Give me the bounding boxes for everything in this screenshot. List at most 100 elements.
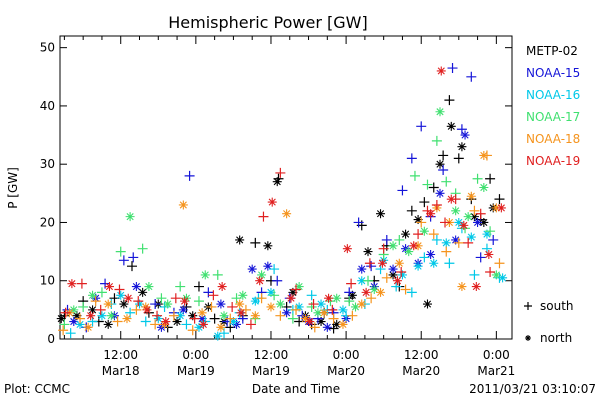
- data-point-north: [161, 317, 171, 327]
- data-point-south: [444, 95, 455, 106]
- data-point-north: [332, 319, 342, 329]
- data-point-north: [116, 290, 126, 300]
- data-point-south: [431, 199, 442, 210]
- legend-south-marker: [524, 302, 532, 310]
- data-point-north: [69, 305, 79, 315]
- data-point-north: [178, 305, 188, 315]
- data-point-north: [250, 311, 260, 321]
- data-point-north: [219, 311, 229, 321]
- data-point-north: [138, 287, 148, 297]
- data-point-north: [181, 293, 191, 303]
- data-point-north: [294, 302, 304, 312]
- data-point-south: [344, 296, 355, 307]
- data-point-south: [327, 304, 338, 315]
- data-point-south: [485, 173, 496, 184]
- data-point-south: [60, 307, 71, 318]
- data-point-north: [266, 287, 276, 297]
- data-point-north: [392, 276, 402, 286]
- y-tick-label: 20: [40, 215, 55, 229]
- data-point-south: [406, 287, 417, 298]
- data-point-south: [308, 299, 319, 310]
- data-point-south: [65, 328, 76, 339]
- data-point-south: [463, 237, 474, 248]
- data-point-south: [381, 272, 392, 283]
- data-point-south: [419, 252, 430, 263]
- footer-timestamp: 2011/03/21 03:10:07: [469, 382, 596, 396]
- data-point-north: [484, 250, 494, 260]
- data-point-north: [316, 299, 326, 309]
- data-point-north: [376, 209, 386, 219]
- data-point-south: [366, 293, 377, 304]
- data-point-south: [203, 287, 214, 298]
- data-point-north: [178, 200, 188, 210]
- data-point-south: [170, 293, 181, 304]
- data-point-south: [287, 313, 298, 324]
- data-point-north: [122, 314, 132, 324]
- data-point-south: [406, 205, 417, 216]
- x-tick-date-label: Mar19: [252, 364, 290, 378]
- data-point-south: [75, 313, 86, 324]
- data-point-north: [451, 235, 461, 245]
- data-point-south: [469, 269, 480, 280]
- legend-entry: NOAA-18: [526, 132, 580, 146]
- data-point-north: [103, 299, 113, 309]
- data-point-north: [324, 293, 334, 303]
- data-point-north: [435, 107, 445, 117]
- data-point-south: [428, 229, 439, 240]
- data-point-north: [397, 270, 407, 280]
- data-point-south: [416, 121, 427, 132]
- data-point-north: [379, 255, 389, 265]
- x-tick-date-label: Mar20: [327, 364, 365, 378]
- data-point-south: [441, 176, 452, 187]
- data-point-north: [457, 282, 467, 292]
- data-point-north: [342, 244, 352, 254]
- data-point-north: [363, 247, 373, 257]
- data-point-south: [391, 281, 402, 292]
- data-point-north: [496, 203, 506, 213]
- data-point-north: [197, 308, 207, 318]
- data-point-north: [350, 302, 360, 312]
- data-point-north: [413, 215, 423, 225]
- data-point-south: [227, 301, 238, 312]
- y-tick-label: 50: [40, 41, 55, 55]
- data-point-north: [454, 217, 464, 227]
- data-point-north: [123, 293, 133, 303]
- data-point-north: [263, 241, 273, 251]
- data-point-north: [247, 264, 257, 274]
- data-point-north: [267, 197, 277, 207]
- data-point-south: [413, 229, 424, 240]
- y-axis-label: P [GW]: [6, 167, 20, 209]
- data-point-south: [291, 304, 302, 315]
- data-point-north: [235, 235, 245, 245]
- legend-south-label: south: [540, 299, 574, 313]
- data-point-south: [485, 226, 496, 237]
- data-point-north: [135, 299, 145, 309]
- data-point-north: [479, 150, 489, 160]
- data-point-south: [206, 301, 217, 312]
- data-point-north: [479, 217, 489, 227]
- y-tick-label: 40: [40, 99, 55, 113]
- data-point-south: [275, 310, 286, 321]
- data-point-north: [473, 217, 483, 227]
- data-point-south: [269, 290, 280, 301]
- data-point-south: [396, 266, 407, 277]
- data-point-north: [479, 183, 489, 192]
- data-point-south: [208, 290, 219, 301]
- data-point-north: [491, 203, 501, 213]
- data-point-south: [152, 310, 163, 321]
- data-point-north: [75, 319, 85, 329]
- data-point-north: [369, 284, 379, 294]
- data-point-north: [394, 258, 404, 268]
- data-point-north: [436, 66, 446, 76]
- series-noaa-15: [62, 63, 499, 333]
- data-point-south: [441, 246, 452, 257]
- data-point-north: [466, 191, 476, 201]
- data-point-north: [347, 290, 357, 300]
- x-tick-date-label: Mar21: [477, 364, 515, 378]
- data-point-north: [459, 220, 469, 230]
- data-point-south: [431, 135, 442, 146]
- data-point-south: [394, 234, 405, 245]
- data-point-north: [446, 121, 456, 131]
- data-point-south: [438, 165, 449, 176]
- legend-entry: NOAA-15: [526, 66, 580, 80]
